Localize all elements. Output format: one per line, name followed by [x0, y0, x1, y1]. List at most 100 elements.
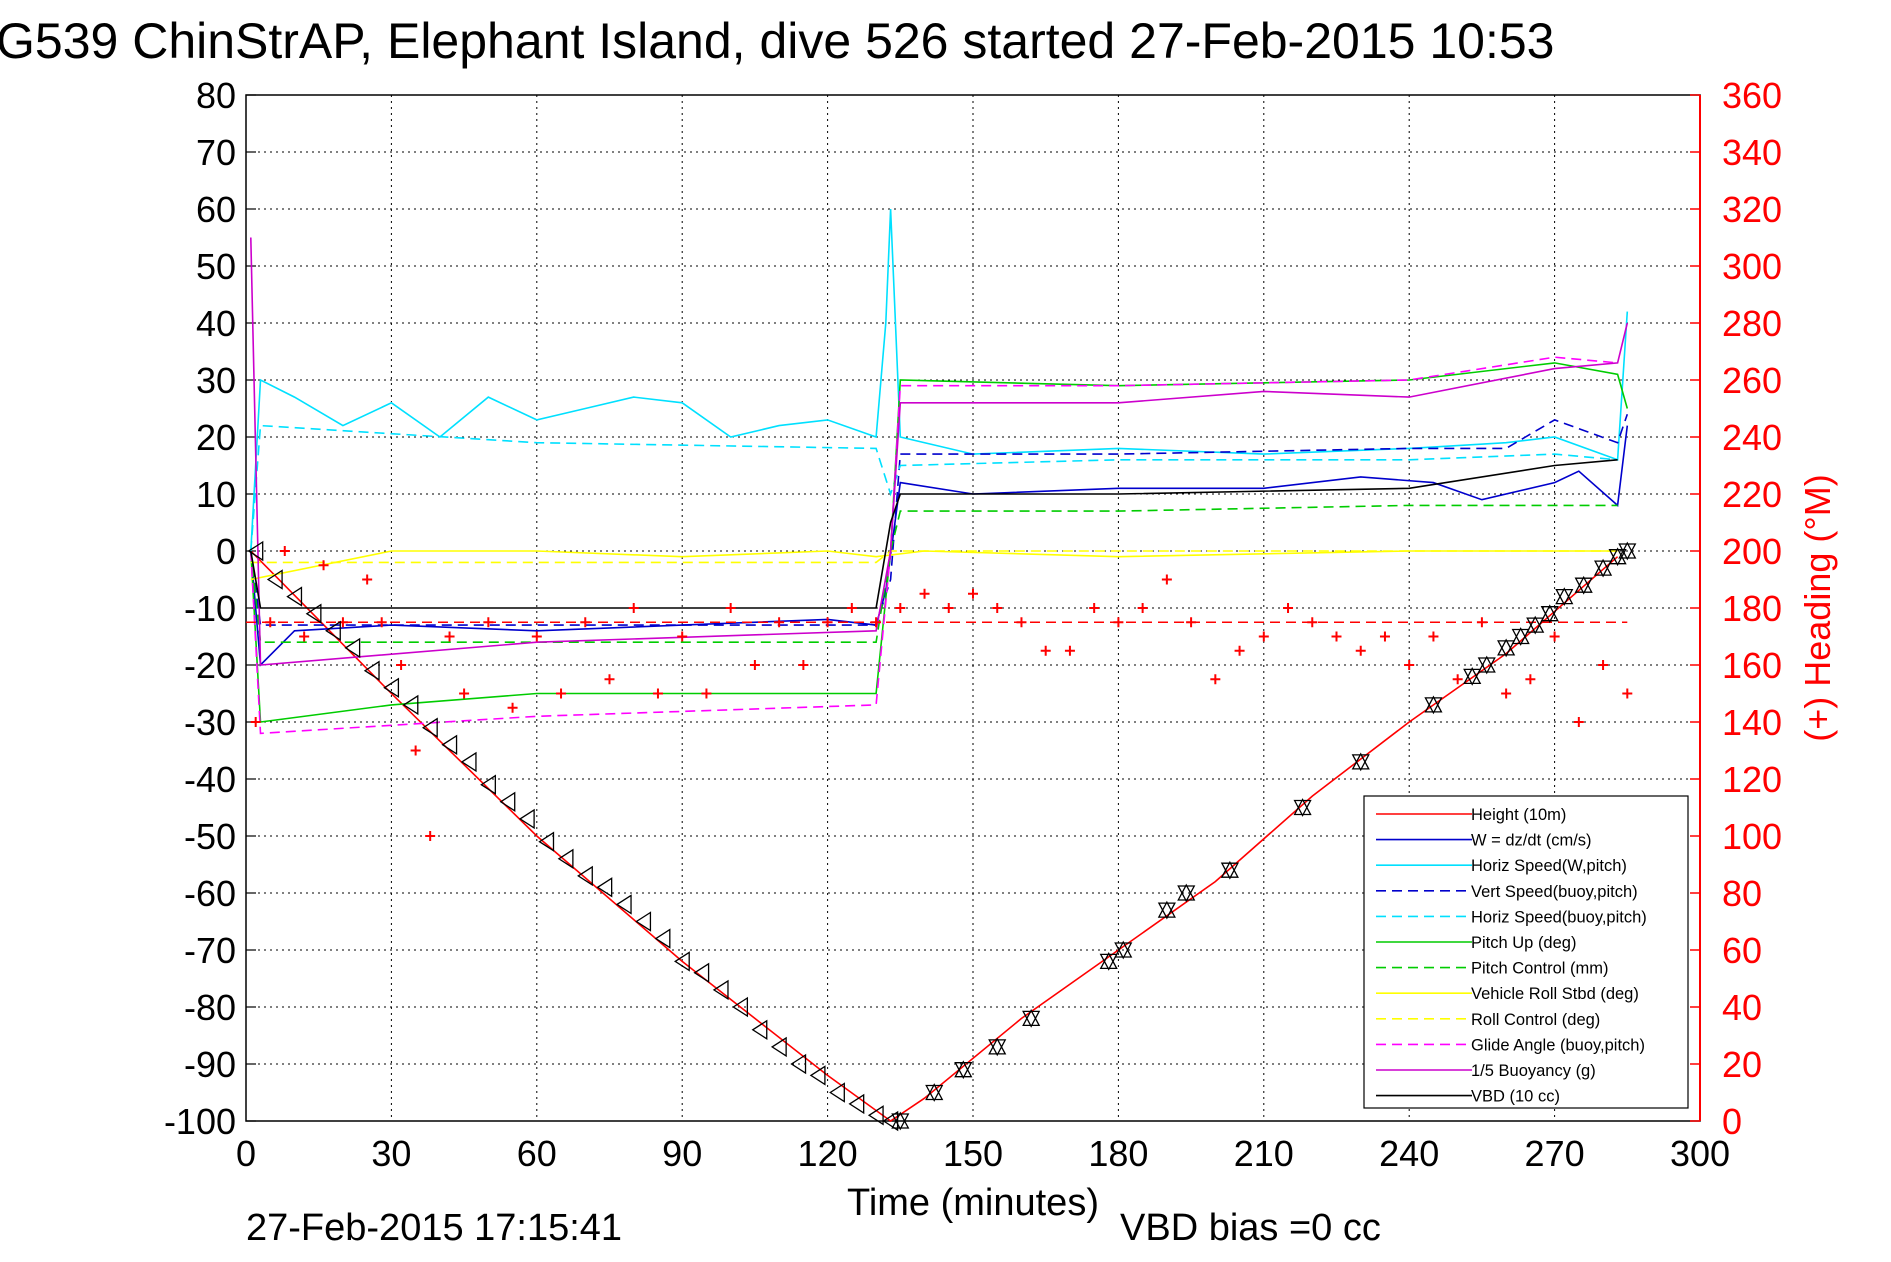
ascent-marker-inverted	[1022, 1010, 1041, 1028]
timestamp: 27-Feb-2015 17:15:41	[246, 1207, 622, 1249]
y2-tick-label: 360	[1722, 75, 1782, 116]
y2-tick-label: 260	[1722, 360, 1782, 401]
heading-point	[895, 603, 906, 613]
heading-point	[1186, 617, 1197, 628]
y2-tick-label: 180	[1722, 588, 1782, 629]
ascent-marker-inverted	[891, 1113, 910, 1131]
ascent-marker-inverted	[1157, 902, 1176, 920]
descent-marker	[673, 951, 690, 972]
x-tick-label: 120	[798, 1133, 858, 1174]
ascent-marker-inverted	[1477, 657, 1496, 675]
y-tick-label: 0	[216, 531, 236, 572]
legend-label: Horiz Speed(buoy,pitch)	[1471, 908, 1647, 926]
series-line-6	[250, 504, 1618, 644]
y2-tick-label: 200	[1722, 531, 1782, 572]
legend-label: Horiz Speed(W,pitch)	[1471, 857, 1627, 875]
heading-point	[1355, 645, 1366, 656]
descent-marker	[383, 677, 400, 698]
heading-point	[1040, 645, 1051, 656]
y-tick-label: 70	[196, 132, 236, 173]
ascent-marker-inverted	[1555, 588, 1574, 606]
ascent-marker-inverted	[954, 1062, 973, 1080]
heading-point	[1064, 645, 1075, 656]
heading-point	[459, 688, 470, 699]
ascent-marker-inverted	[1220, 862, 1239, 880]
heading-point	[362, 574, 373, 585]
ascent-marker-inverted	[1114, 942, 1133, 960]
heading-point	[531, 631, 542, 642]
ascent-marker-inverted	[1511, 628, 1530, 646]
ascent-marker-inverted	[1099, 953, 1118, 971]
heading-point	[507, 702, 518, 713]
x-tick-label: 60	[517, 1133, 557, 1174]
heading-point	[410, 745, 421, 756]
heading-layer	[246, 546, 1633, 841]
heading-point	[919, 588, 930, 599]
legend-box	[1363, 795, 1689, 1109]
heading-point	[943, 603, 954, 613]
y-tick-label: -30	[184, 702, 236, 743]
ascent-marker-inverted	[1424, 697, 1443, 715]
descent-marker	[305, 603, 322, 624]
descent-marker	[635, 911, 652, 932]
heading-point	[822, 617, 833, 628]
heading-point	[798, 660, 809, 670]
left-axis-ticks: 80 70 60 50 40 30 20 10 0 -10 -20 -30 -40 -50 -60 -70 -8…	[164, 75, 256, 1142]
ascent-marker-inverted	[1526, 617, 1545, 635]
heading-point	[1622, 688, 1633, 699]
descent-marker	[538, 831, 555, 852]
ascent-marker-inverted	[1618, 543, 1637, 561]
y2-tick-label: 280	[1722, 303, 1782, 344]
heading-point	[279, 546, 290, 556]
descent-marker	[770, 1036, 787, 1058]
heading-point	[1137, 603, 1148, 613]
heading-point	[774, 617, 785, 628]
descent-marker	[615, 894, 632, 915]
descent-marker	[732, 996, 749, 1018]
descent-marker	[693, 962, 710, 983]
descent-marker	[867, 1105, 884, 1126]
heading-point	[1452, 674, 1463, 685]
descent-marker	[829, 1082, 845, 1103]
y-tick-label: 20	[196, 417, 236, 458]
y2-tick-label: 20	[1722, 1044, 1762, 1085]
ascent-marker-inverted	[988, 1039, 1007, 1057]
series-line-7	[250, 550, 1618, 581]
ascent-marker-inverted	[1497, 640, 1516, 658]
legend-label: Roll Control (deg)	[1471, 1011, 1600, 1029]
x-tick-label: 180	[1088, 1133, 1148, 1174]
heading-point	[318, 560, 329, 571]
x-tick-label: 90	[662, 1133, 702, 1174]
x-tick-label: 210	[1234, 1133, 1294, 1174]
heading-point	[1379, 631, 1390, 642]
x-tick-label: 30	[371, 1133, 411, 1174]
heading-point	[483, 617, 494, 628]
y-tick-label: 30	[196, 360, 236, 401]
legend-label: Height (10m)	[1471, 806, 1566, 824]
heading-point	[701, 688, 712, 699]
y-tick-label: -40	[184, 759, 236, 800]
heading-point	[265, 617, 276, 628]
heading-point	[1210, 674, 1221, 685]
y2-tick-label: 300	[1722, 246, 1782, 287]
y2-tick-label: 0	[1722, 1101, 1742, 1142]
y2-tick-label: 240	[1722, 417, 1782, 458]
descent-marker	[751, 1019, 768, 1040]
y-tick-label: 80	[196, 75, 236, 116]
series-line-10	[250, 237, 1629, 666]
heading-point	[1501, 688, 1512, 699]
heading-point	[1331, 631, 1342, 642]
descent-marker	[557, 848, 574, 869]
heading-point	[376, 617, 387, 628]
heading-point	[846, 603, 857, 613]
heading-point	[425, 831, 436, 841]
ascent-marker-inverted	[1293, 799, 1312, 817]
heading-point	[1113, 617, 1124, 628]
heading-point	[1234, 645, 1245, 656]
y2-tick-label: 60	[1722, 930, 1762, 971]
heading-point	[250, 717, 261, 727]
y-tick-label: -80	[184, 987, 236, 1028]
descent-marker	[712, 979, 729, 1001]
y2-tick-label: 340	[1722, 132, 1782, 173]
